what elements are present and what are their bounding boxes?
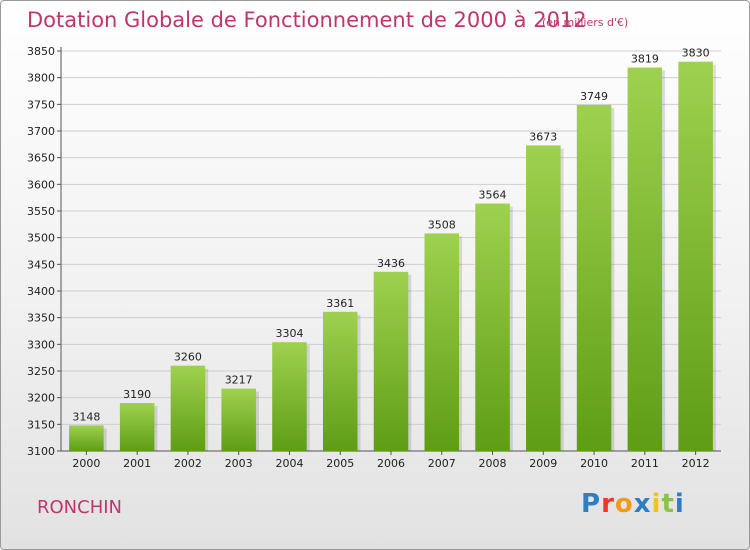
y-tick-label: 3750 xyxy=(27,98,55,111)
x-tick-label: 2010 xyxy=(580,457,608,470)
logo-letter: t xyxy=(661,489,675,519)
x-tick-label: 2000 xyxy=(72,457,100,470)
bar-2012 xyxy=(678,61,713,452)
bar-2009 xyxy=(526,145,561,451)
x-tick-label: 2003 xyxy=(225,457,253,470)
y-tick-label: 3850 xyxy=(27,45,55,58)
bars xyxy=(69,61,716,452)
y-tick-label: 3650 xyxy=(27,152,55,165)
chart-subtitle: (en milliers d'€) xyxy=(542,16,629,29)
bar-2010 xyxy=(576,104,612,451)
data-label-2003: 3217 xyxy=(225,374,253,387)
y-tick-label: 3250 xyxy=(27,365,55,378)
x-tick-label: 2005 xyxy=(326,457,354,470)
proxiti-logo[interactable]: Proxiti xyxy=(581,489,685,519)
data-label-2002: 3260 xyxy=(174,351,202,364)
logo-letter: i xyxy=(674,489,685,519)
x-tick-label: 2012 xyxy=(682,457,710,470)
y-tick-label: 3300 xyxy=(27,338,55,351)
y-tick-label: 3700 xyxy=(27,125,55,138)
bar-2011 xyxy=(627,67,663,452)
data-labels: 3148 3190 3260 3217 3304 3361 3436 3508 3564 3673… xyxy=(72,47,709,424)
data-label-2011: 3819 xyxy=(631,53,659,66)
data-label-2012: 3830 xyxy=(682,47,710,60)
x-tick-label: 2009 xyxy=(529,457,557,470)
y-tick-label: 3600 xyxy=(27,178,55,191)
x-tick-label: 2007 xyxy=(428,457,456,470)
x-tick-label: 2004 xyxy=(275,457,303,470)
logo-letter: r xyxy=(601,489,615,519)
x-tick-label: 2011 xyxy=(631,457,659,470)
bar-2006 xyxy=(373,271,409,451)
y-tick-label: 3500 xyxy=(27,232,55,245)
logo-letter: o xyxy=(614,489,634,519)
chart-title: Dotation Globale de Fonctionnement de 20… xyxy=(27,8,587,32)
y-tick-label: 3400 xyxy=(27,285,55,298)
x-tick-label: 2002 xyxy=(174,457,202,470)
y-tick-label: 3450 xyxy=(27,258,55,271)
y-tick-label: 3800 xyxy=(27,72,55,85)
data-label-2010: 3749 xyxy=(580,90,608,103)
logo-letter: x xyxy=(633,489,652,519)
bar-2007 xyxy=(424,233,460,451)
y-tick-label: 3350 xyxy=(27,312,55,325)
x-tick-label: 2008 xyxy=(479,457,507,470)
bar-2005 xyxy=(322,311,358,451)
data-label-2006: 3436 xyxy=(377,257,405,270)
y-tick-label: 3550 xyxy=(27,205,55,218)
logo-letter: i xyxy=(651,489,662,519)
data-label-2007: 3508 xyxy=(428,218,456,231)
data-label-2004: 3304 xyxy=(275,327,303,340)
bar-2004 xyxy=(272,342,307,451)
data-label-2008: 3564 xyxy=(479,189,507,202)
data-label-2009: 3673 xyxy=(529,130,557,143)
y-tick-label: 3100 xyxy=(27,445,55,458)
bar-2001 xyxy=(119,403,155,451)
x-tick-label: 2001 xyxy=(123,457,151,470)
y-tick-label: 3200 xyxy=(27,392,55,405)
y-tick-label: 3150 xyxy=(27,418,55,431)
commune-name: RONCHIN xyxy=(37,497,123,518)
bar-2003 xyxy=(221,388,256,451)
bar-2000 xyxy=(69,425,104,451)
bar-2002 xyxy=(170,365,206,451)
data-label-2005: 3361 xyxy=(326,297,354,310)
logo-letter: P xyxy=(581,489,602,519)
data-label-2000: 3148 xyxy=(72,410,100,423)
bar-2008 xyxy=(475,203,510,451)
x-tick-label: 2006 xyxy=(377,457,405,470)
data-label-2001: 3190 xyxy=(123,388,151,401)
